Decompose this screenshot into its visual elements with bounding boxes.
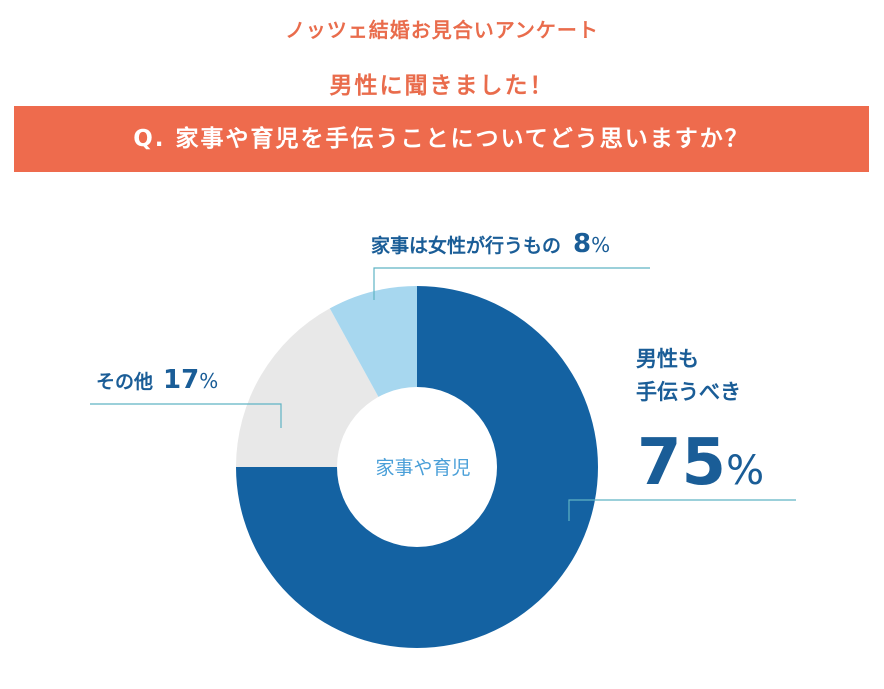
value-other-unit: % — [199, 369, 218, 393]
leader-line-men — [568, 499, 796, 521]
value-men-unit: % — [726, 448, 764, 494]
donut-hole — [337, 387, 497, 547]
question-banner: Q. 家事や育児を手伝うことについてどう思いますか？ — [14, 106, 869, 172]
value-women-unit: % — [591, 233, 610, 257]
survey-title: ノッツェ結婚お見合いアンケート — [285, 18, 599, 42]
label-women-text: 家事は女性が行うもの — [371, 234, 561, 257]
value-men: 75% — [637, 426, 764, 500]
label-men-line1: 男性も — [636, 347, 699, 371]
question-text: Q. 家事や育児を手伝うことについてどう思いますか？ — [133, 126, 750, 152]
value-other-number: 17 — [163, 365, 199, 395]
label-men-line2: 手伝うべき — [636, 380, 741, 404]
label-other: その他 17% — [96, 365, 218, 395]
value-women-number: 8 — [573, 229, 591, 259]
value-men-number: 75 — [637, 426, 726, 500]
leader-line-other — [90, 403, 282, 428]
label-women: 家事は女性が行うもの 8% — [371, 229, 610, 259]
center-label: 家事や育児 — [375, 457, 470, 479]
label-other-text: その他 — [96, 370, 153, 393]
leader-line-women — [373, 267, 650, 300]
subtitle: 男性に聞きました！ — [329, 73, 555, 99]
